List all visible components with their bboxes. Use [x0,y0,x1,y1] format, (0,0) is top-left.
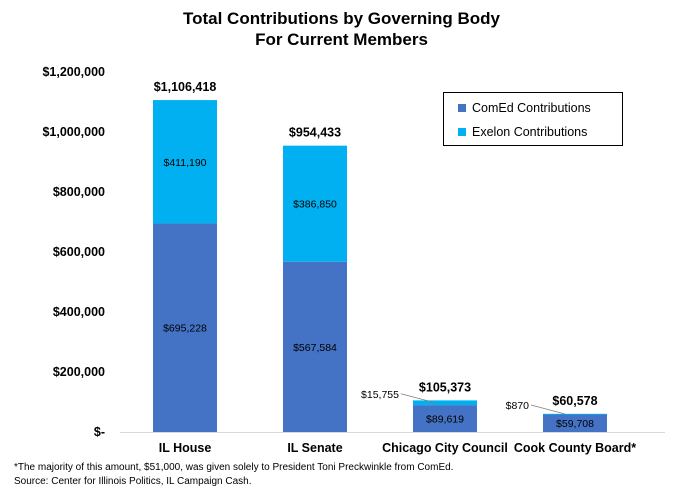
bar-segment-comed [413,405,477,432]
data-label-comed: $695,228 [163,323,207,335]
y-tick-label: $200,000 [53,365,105,379]
bar-segment-comed [153,223,217,432]
legend-swatch-exelon [458,128,466,136]
bar-segment-exelon [153,100,217,224]
data-label-exelon: $15,755 [361,389,399,401]
legend-item-comed: ComEd Contributions [458,101,591,115]
legend-label-exelon: Exelon Contributions [472,125,588,139]
data-label-comed: $567,584 [293,342,337,354]
bar-segment-comed [283,261,347,432]
data-label-exelon: $411,190 [163,157,206,169]
x-tick-label: IL Senate [287,441,342,455]
y-tick-label: $400,000 [53,305,105,319]
data-label-comed: $59,708 [556,418,594,430]
bar-segment-exelon [283,145,347,262]
footnote-asterisk: *The majority of this amount, $51,000, w… [14,462,454,473]
chart-subtitle: For Current Members [255,30,428,49]
footnote-source: Source: Center for Illinois Politics, IL… [14,476,252,487]
y-tick-label: $800,000 [53,185,105,199]
legend-label-comed: ComEd Contributions [472,101,591,115]
bar-segment-exelon [543,413,607,415]
chart-legend: ComEd Contributions Exelon Contributions [443,92,623,146]
x-tick-label: Cook County Board* [514,441,636,455]
leader-line [530,404,566,415]
chart-title: Total Contributions by Governing Body [182,9,500,28]
total-label: $954,433 [289,126,341,140]
legend-item-exelon: Exelon Contributions [458,125,587,139]
bar-segment-exelon [413,400,477,406]
y-tick-label: $1,200,000 [42,65,105,79]
y-tick-label: $- [94,425,105,439]
y-tick-label: $600,000 [53,245,105,259]
data-label-comed: $89,619 [426,414,464,426]
total-label: $105,373 [419,380,471,394]
x-tick-label: Chicago City Council [382,441,508,455]
data-label-exelon: $870 [506,400,530,412]
total-label: $60,578 [552,394,597,408]
total-label: $1,106,418 [154,80,217,94]
bar-segment-comed [543,414,607,432]
leader-line [400,393,436,404]
y-tick-label: $1,000,000 [42,125,105,139]
legend-swatch-comed [458,104,466,112]
x-tick-label: IL House [159,441,212,455]
data-label-exelon: $386,850 [293,199,337,211]
